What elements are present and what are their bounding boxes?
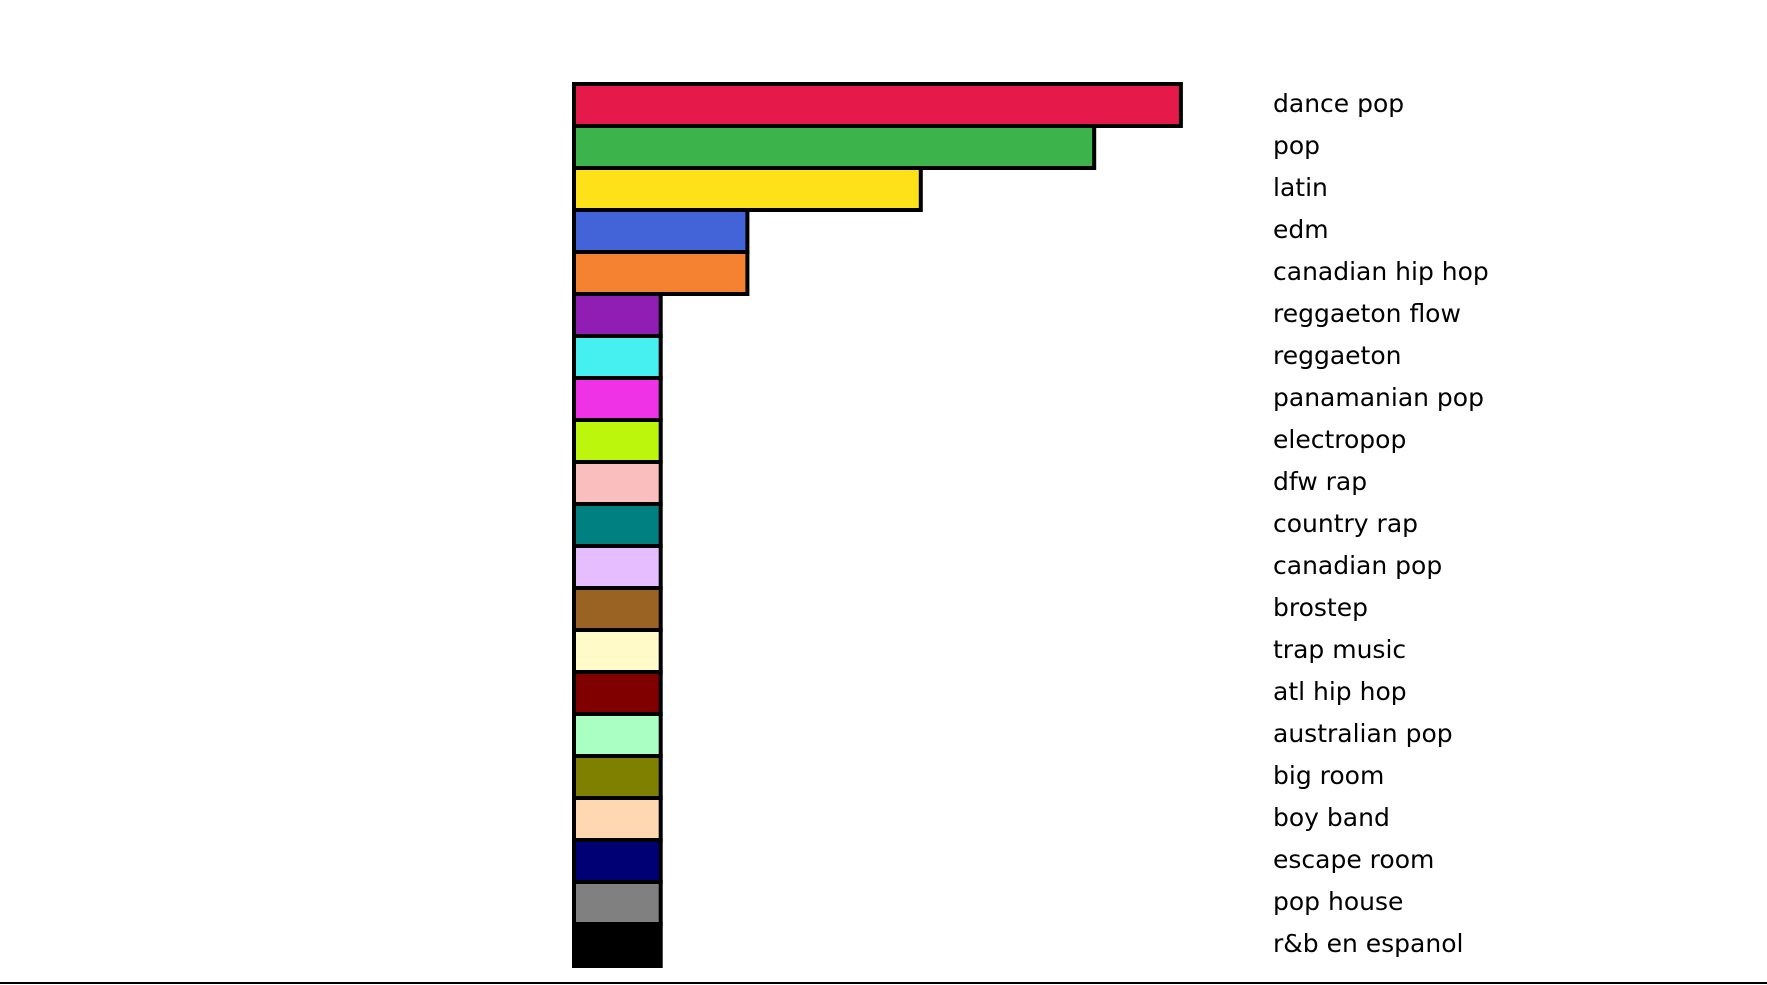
bar-canadian-pop — [572, 544, 663, 590]
label-reggaeton-flow: reggaeton flow — [1273, 299, 1461, 328]
label-r-b-en-espanol: r&b en espanol — [1273, 929, 1463, 958]
label-electropop: electropop — [1273, 425, 1406, 454]
label-panamanian-pop: panamanian pop — [1273, 383, 1484, 412]
label-brostep: brostep — [1273, 593, 1368, 622]
label-boy-band: boy band — [1273, 803, 1390, 832]
label-escape-room: escape room — [1273, 845, 1434, 874]
bar-escape-room — [572, 838, 663, 884]
category-labels-layer: dance pop pop latin edm canadian hip hop regg… — [1273, 89, 1489, 958]
bar-country-rap — [572, 502, 663, 548]
bar-big-room — [572, 754, 663, 800]
label-big-room: big room — [1273, 761, 1384, 790]
bar-r-b-en-espanol — [572, 922, 663, 968]
label-pop-house: pop house — [1273, 887, 1403, 916]
label-edm: edm — [1273, 215, 1329, 244]
label-canadian-pop: canadian pop — [1273, 551, 1442, 580]
label-dfw-rap: dfw rap — [1273, 467, 1367, 496]
label-reggaeton: reggaeton — [1273, 341, 1402, 370]
bar-panamanian-pop — [572, 376, 663, 422]
bars-layer — [572, 82, 1183, 968]
label-canadian-hip-hop: canadian hip hop — [1273, 257, 1489, 286]
label-atl-hip-hop: atl hip hop — [1273, 677, 1407, 706]
label-dance-pop: dance pop — [1273, 89, 1404, 118]
bar-reggaeton — [572, 334, 663, 380]
bar-brostep — [572, 586, 663, 632]
label-australian-pop: australian pop — [1273, 719, 1453, 748]
bar-boy-band — [572, 796, 663, 842]
label-trap-music: trap music — [1273, 635, 1406, 664]
bar-atl-hip-hop — [572, 670, 663, 716]
bar-dance-pop — [572, 82, 1183, 128]
bar-pop-house — [572, 880, 663, 926]
bar-canadian-hip-hop — [572, 250, 750, 296]
bar-dfw-rap — [572, 460, 663, 506]
bar-edm — [572, 208, 750, 254]
bar-australian-pop — [572, 712, 663, 758]
bar-electropop — [572, 418, 663, 464]
label-pop: pop — [1273, 131, 1320, 160]
bar-latin — [572, 166, 923, 212]
bar-trap-music — [572, 628, 663, 674]
bar-reggaeton-flow — [572, 292, 663, 338]
bar-pop — [572, 124, 1097, 170]
label-latin: latin — [1273, 173, 1328, 202]
label-country-rap: country rap — [1273, 509, 1418, 538]
